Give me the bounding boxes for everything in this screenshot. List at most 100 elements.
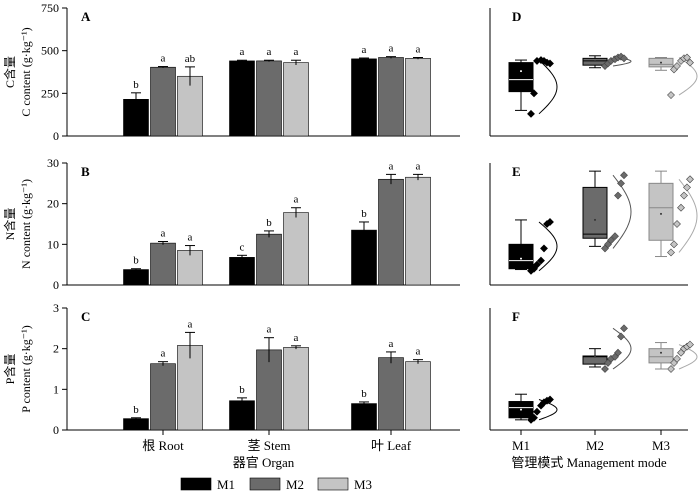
data-point <box>530 89 538 98</box>
box-body <box>648 182 674 241</box>
mean-marker <box>520 408 522 411</box>
bar-m1 <box>351 229 377 286</box>
data-point <box>620 324 628 333</box>
legend-swatch-m2 <box>249 477 281 491</box>
bar-m1 <box>351 403 377 431</box>
mean-marker <box>594 355 596 358</box>
significance-letter: b <box>361 208 367 220</box>
data-point <box>620 171 628 180</box>
data-point <box>546 395 554 404</box>
bar-m3 <box>405 361 431 431</box>
bar-m2 <box>378 178 404 286</box>
data-point <box>617 179 625 188</box>
significance-letter: a <box>161 348 166 360</box>
data-point <box>607 236 615 245</box>
x-tick-label: M1 <box>512 438 530 453</box>
panel-letter: A <box>81 9 91 24</box>
x-axis-title: 器官 Organ <box>233 455 295 470</box>
x-tick-label: 叶 Leaf <box>371 438 412 453</box>
box-body <box>582 186 608 239</box>
bar-m1 <box>229 60 255 137</box>
bar-m3 <box>283 62 309 137</box>
box-m1 <box>508 218 558 275</box>
significance-letter: ab <box>185 53 196 65</box>
mean-marker <box>594 218 596 221</box>
y-tick-label: 0 <box>53 278 59 292</box>
bar-m3 <box>283 347 309 431</box>
x-tick-label: M3 <box>652 438 670 453</box>
panel-letter: D <box>512 9 521 24</box>
y-tick-label: 2 <box>53 342 59 356</box>
data-point <box>530 413 538 422</box>
box-m3 <box>648 53 698 99</box>
data-point <box>670 240 678 249</box>
significance-letter: a <box>416 43 421 55</box>
significance-letter: a <box>362 44 367 56</box>
y-tick-label: 3 <box>53 301 59 315</box>
density-curve <box>538 221 558 272</box>
box-m2 <box>582 170 632 253</box>
significance-letter: a <box>267 46 272 58</box>
legend-swatch-m3 <box>317 477 349 491</box>
x-tick-label: 茎 Stem <box>248 438 291 453</box>
significance-letter: a <box>161 53 166 65</box>
data-point <box>527 109 535 118</box>
data-point <box>546 59 554 68</box>
significance-letter: a <box>294 46 299 58</box>
box-m3 <box>648 340 698 373</box>
box-body <box>508 62 534 93</box>
y-tick-label: 10 <box>47 237 59 251</box>
y-tick-label: 30 <box>47 156 59 170</box>
data-point <box>537 256 545 265</box>
y-tick-label: 1 <box>53 382 59 396</box>
mean-marker <box>520 70 522 73</box>
data-point <box>686 58 694 67</box>
data-point <box>614 348 622 357</box>
bar-m2 <box>150 363 176 431</box>
y-axis-label-cn: P含量 <box>2 354 17 385</box>
box-m1 <box>508 56 558 118</box>
bar-panel-c: 0 1 2 3 C P含量 P content (g·kg⁻¹) b b b a a a a a a 根 Roo… <box>2 301 460 453</box>
significance-letter: a <box>294 332 299 344</box>
data-point <box>673 354 681 363</box>
data-point <box>680 191 688 200</box>
box-m2 <box>582 324 632 373</box>
y-axis-label-en: P content (g·kg⁻¹) <box>19 325 33 412</box>
significance-letter: b <box>266 217 272 229</box>
bar-m2 <box>150 242 176 286</box>
mean-marker <box>660 61 662 64</box>
data-point <box>667 365 675 373</box>
significance-letter: a <box>389 160 394 172</box>
y-axis-label-cn: C含量 <box>2 56 17 88</box>
box-panel-d: D <box>489 8 698 137</box>
mean-marker <box>660 212 662 215</box>
significance-letter: a <box>240 46 245 58</box>
significance-letter: a <box>416 160 421 172</box>
mean-marker <box>660 351 662 354</box>
data-point <box>546 218 554 226</box>
y-tick-label: 250 <box>41 86 59 100</box>
box-m3 <box>648 170 698 258</box>
significance-letter: b <box>361 388 367 400</box>
bar-m2 <box>378 57 404 137</box>
data-point <box>540 244 548 253</box>
y-axis-label-cn: N含量 <box>2 208 17 241</box>
panel-letter: C <box>81 309 90 324</box>
panel-letter: F <box>512 309 520 324</box>
box-body <box>648 348 674 364</box>
bar-m1 <box>229 257 255 286</box>
legend-label: M3 <box>354 477 372 492</box>
bar-m3 <box>177 345 203 431</box>
significance-letter: a <box>267 324 272 336</box>
x-tick-label: 根 Root <box>142 438 184 453</box>
legend-swatch-m1 <box>180 477 212 491</box>
bar-m3 <box>405 58 431 137</box>
bar-m2 <box>256 60 282 137</box>
significance-letter: a <box>188 318 193 330</box>
density-curve <box>538 59 558 115</box>
significance-letter: b <box>133 255 139 267</box>
significance-letter: b <box>133 79 139 91</box>
data-point <box>673 220 681 228</box>
